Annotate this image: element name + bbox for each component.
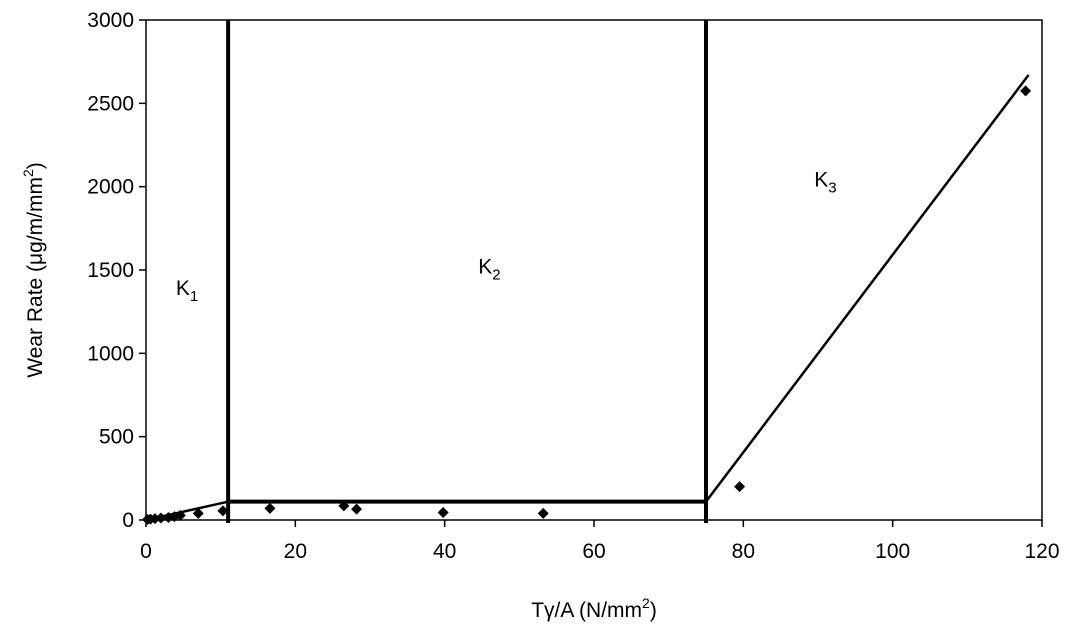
x-tick-label: 40 bbox=[433, 540, 456, 563]
x-tick-label: 60 bbox=[582, 540, 605, 563]
data-point bbox=[192, 507, 204, 519]
y-tick-label: 3000 bbox=[87, 9, 134, 32]
x-tick-label: 100 bbox=[875, 540, 910, 563]
data-point bbox=[264, 502, 276, 514]
region-boundaries bbox=[226, 20, 708, 523]
x-axis: 0 20 40 60 80 100 120 bbox=[140, 520, 1060, 563]
region-label: K3 bbox=[814, 169, 836, 197]
region-label: K1 bbox=[176, 277, 198, 305]
x-tick-label: 20 bbox=[284, 540, 307, 563]
y-tick-label: 1500 bbox=[87, 259, 134, 282]
data-point bbox=[734, 481, 746, 493]
data-point bbox=[437, 507, 449, 518]
y-tick-label: 2000 bbox=[87, 176, 134, 199]
x-tick-label: 120 bbox=[1024, 540, 1059, 563]
data-point bbox=[351, 503, 363, 515]
data-point bbox=[338, 500, 350, 512]
region-labels: K1 K2 K3 bbox=[176, 169, 837, 305]
y-axis-title: Wear Rate (μg/m/mm2) bbox=[20, 162, 47, 378]
data-point bbox=[217, 505, 229, 517]
plot-area bbox=[145, 19, 1043, 521]
data-point bbox=[537, 507, 549, 519]
x-tick-label: 0 bbox=[140, 540, 152, 563]
data-point bbox=[155, 512, 167, 524]
y-tick-label: 2500 bbox=[87, 92, 134, 115]
fit-line bbox=[705, 74, 1030, 503]
data-point bbox=[174, 509, 186, 521]
x-tick-label: 80 bbox=[732, 540, 755, 563]
x-axis-title: Tγ/A (N/mm2) bbox=[531, 595, 657, 622]
y-axis: 0 500 1000 1500 2000 2500 3000 bbox=[87, 9, 146, 532]
data-point bbox=[1020, 85, 1032, 97]
y-tick-label: 1000 bbox=[87, 342, 134, 365]
data-points bbox=[141, 85, 1032, 525]
y-tick-label: 0 bbox=[122, 509, 134, 532]
region-label: K2 bbox=[478, 255, 500, 283]
y-tick-label: 500 bbox=[99, 426, 134, 449]
